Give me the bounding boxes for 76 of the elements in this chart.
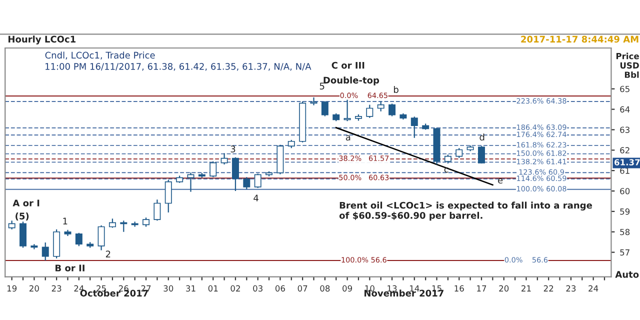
x-tick-label: 23	[566, 285, 576, 292]
candlestick	[321, 100, 328, 117]
x-tick-label: 13	[388, 285, 397, 292]
text: Auto	[615, 271, 639, 278]
annotation: (5)	[16, 212, 29, 221]
y-tick-label: 60	[620, 188, 630, 194]
x-tick-label: 17	[477, 285, 486, 292]
y-tick-label: 64	[620, 106, 630, 113]
candlestick	[75, 232, 82, 247]
candlestick	[108, 218, 116, 228]
y-tick-label: 58	[620, 228, 630, 236]
x-tick-label: 09	[342, 285, 352, 292]
x-tick-label: 20	[499, 285, 509, 292]
candlestick	[254, 173, 262, 188]
annotation: Brent oil <LCOc1> is expected to fall into a range of $60.59-$60.90 per barrel.	[339, 202, 592, 221]
candlestick	[98, 224, 105, 251]
x-tick-label: 20	[30, 285, 39, 292]
y-tick-label: 62	[620, 147, 630, 154]
annotation: 11:00 PM 16/11/2017, 61.38, 61.42, 61.35, 61.37, N/A, N/A	[46, 63, 312, 71]
candlestick	[410, 116, 418, 138]
x-tick-label: 22	[544, 285, 554, 292]
y-tick-label: 59	[620, 208, 630, 215]
x-tick-label: 07	[298, 285, 308, 292]
candlestick	[120, 220, 128, 232]
candlestick	[42, 242, 49, 262]
x-tick-label: 30	[164, 285, 174, 292]
candlestick	[232, 156, 239, 192]
candlestick	[366, 104, 374, 118]
candlestick	[164, 179, 172, 214]
x-tick-label: 08	[320, 285, 330, 292]
candlestick	[187, 172, 194, 192]
text: October 2017	[80, 290, 148, 297]
x-tick-label: 31	[186, 285, 196, 292]
x-tick-label: 06	[275, 285, 285, 292]
annotation: b	[394, 86, 398, 93]
annotation: 3	[230, 146, 236, 152]
y-tick-label: 65	[620, 86, 630, 92]
candlestick	[210, 160, 217, 178]
annotation: A or I	[12, 200, 40, 206]
candlestick	[142, 217, 150, 228]
x-tick-label: 01	[208, 285, 218, 292]
annotation: 1	[63, 218, 68, 224]
annotation: Double-top	[324, 76, 380, 86]
annotation: c	[444, 167, 448, 173]
x-tick-label: 03	[253, 285, 262, 292]
candlestick	[154, 199, 161, 222]
annotation: 2	[106, 250, 110, 258]
y-tick-label: 63	[620, 126, 630, 133]
text: 2017-11-17 8:44:49 AM	[521, 36, 638, 43]
x-tick-label: 02	[230, 285, 240, 292]
x-tick-label: 23	[52, 285, 62, 292]
chart-subtitle: Cndl, LCOc1, Trade Price	[45, 52, 155, 60]
y-tick-label: 57	[620, 249, 630, 256]
candlestick	[220, 152, 228, 165]
x-tick-label: 24	[588, 285, 598, 292]
candlestick	[243, 176, 250, 190]
chart-title: Hourly LCOc1	[8, 36, 76, 44]
annotation: B or II	[56, 264, 84, 272]
y-axis-title: Price USD Bbl	[616, 52, 639, 78]
x-tick-label: 25	[96, 285, 106, 292]
annotation: 61.37	[614, 159, 640, 166]
x-tick-label: 21	[522, 285, 531, 292]
x-tick-label: 16	[454, 285, 464, 292]
annotation: 4	[254, 194, 258, 202]
annotation: a	[346, 135, 350, 141]
annotation: C or III	[332, 62, 364, 69]
annotation: d	[480, 134, 484, 141]
x-tick-label: 19	[7, 285, 17, 292]
candlestick	[20, 221, 27, 248]
annotation: 5	[320, 82, 324, 90]
candlestick	[478, 146, 485, 164]
x-tick-label: 14	[410, 285, 420, 292]
annotation: e	[498, 178, 503, 184]
candlestick	[310, 96, 318, 106]
candlestick	[456, 148, 463, 158]
candlestick	[388, 103, 396, 117]
